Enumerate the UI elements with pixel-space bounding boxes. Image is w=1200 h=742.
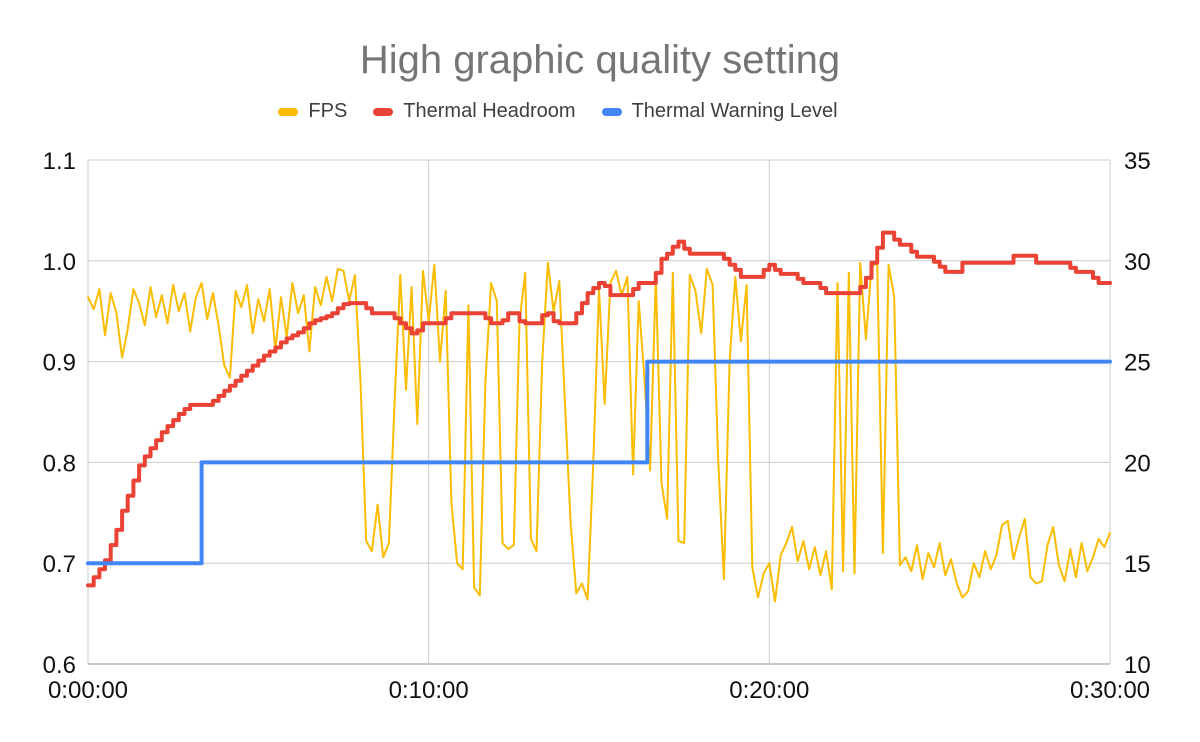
legend-item-thermal-headroom: Thermal Headroom <box>373 100 576 123</box>
y-left-tick-label: 0.6 <box>43 652 76 679</box>
x-tick-label: 0:30:00 <box>1070 677 1150 704</box>
y-left-tick-label: 0.7 <box>43 551 76 578</box>
legend-label-thermal-headroom: Thermal Headroom <box>403 100 576 122</box>
y-left-tick-label: 0.8 <box>43 450 76 477</box>
y-right-tick-label: 25 <box>1124 350 1151 377</box>
fps-line <box>87 261 1111 603</box>
y-left-tick-label: 1.1 <box>43 148 76 175</box>
x-tick-label: 0:00:00 <box>48 677 128 704</box>
legend-item-fps: FPS <box>278 100 347 123</box>
y-right-tick-label: 30 <box>1124 249 1151 276</box>
y-right-tick-label: 20 <box>1124 450 1151 477</box>
y-left-tick-label: 0.9 <box>43 350 76 377</box>
thermal-warning-level-swatch-icon <box>601 107 622 116</box>
thermal-warning-level-line <box>86 359 1112 566</box>
legend: FPS Thermal Headroom Thermal Warning Lev… <box>0 100 1158 123</box>
chart-title: High graphic quality setting <box>359 38 841 82</box>
legend-item-thermal-warning-level: Thermal Warning Level <box>601 100 838 123</box>
legend-label-fps: FPS <box>308 100 348 122</box>
thermal-headroom-line <box>86 230 1112 588</box>
legend-label-thermal-warning-level: Thermal Warning Level <box>631 100 838 122</box>
y-right-tick-label: 35 <box>1124 148 1151 175</box>
thermal-headroom-swatch-icon <box>373 107 394 116</box>
y-right-tick-label: 10 <box>1124 652 1151 679</box>
y-right-tick-label: 15 <box>1124 551 1151 578</box>
y-left-tick-label: 1.0 <box>43 249 76 276</box>
x-tick-label: 0:10:00 <box>389 677 469 704</box>
x-tick-label: 0:20:00 <box>729 677 809 704</box>
fps-swatch-icon <box>278 107 299 116</box>
